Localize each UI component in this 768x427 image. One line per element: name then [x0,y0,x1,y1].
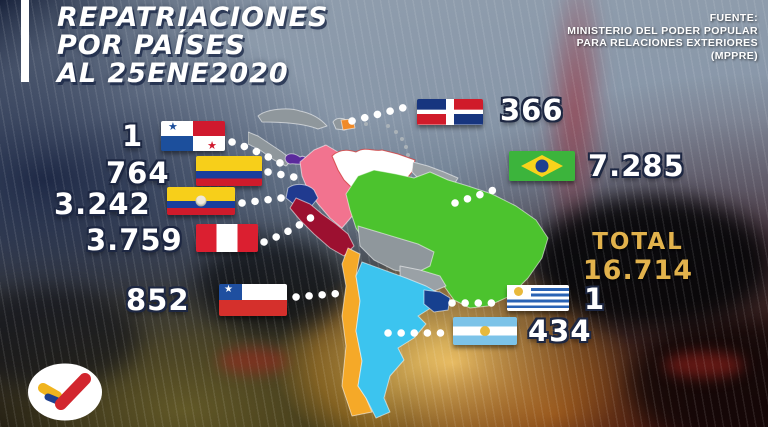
title-line-1: REPATRIACIONES [57,2,329,33]
value-chile: 852 [126,283,190,317]
value-argentina: 434 [528,314,592,348]
total-label: TOTAL [592,229,684,255]
title-line-3: AL 25ENE2020 [57,58,289,89]
chile-flag [219,284,287,316]
source-line-1: FUENTE: [709,12,758,24]
red-blur-mark [664,352,744,378]
argentina-flag [453,317,517,345]
value-ecuador: 3.242 [54,187,151,221]
peru-flag [196,224,258,252]
total-value: 16.714 [582,255,694,286]
value-peru: 3.759 [86,223,183,257]
ecuador-flag [167,187,235,215]
uruguay-flag [507,285,569,311]
venezuela-check-logo-icon [28,363,102,421]
source-attribution: FUENTE: MINISTERIO DEL PODER POPULAR PAR… [567,12,758,62]
brazil-flag [509,151,575,181]
total-dark-backdrop [532,196,768,328]
page-title: REPATRIACIONES POR PAÍSES AL 25ENE2020 [57,4,328,88]
value-colombia: 764 [106,156,170,190]
panama-flag [161,120,225,152]
value-dominican-republic: 366 [500,93,564,127]
value-panama: 1 [122,119,144,153]
source-line-2: MINISTERIO DEL PODER POPULAR [567,24,758,37]
dominican-republic-flag [417,99,483,125]
source-line-3: PARA RELACIONES EXTERIORES [576,37,758,49]
source-line-4: (MPPRE) [710,49,758,62]
value-brazil: 7.285 [588,149,685,183]
red-blur-mark [218,348,288,374]
title-accent-bar [21,0,29,82]
total-badge: TOTAL 16.714 [563,229,713,286]
title-line-2: POR PAÍSES [57,30,246,61]
colombia-flag [196,156,262,186]
value-uruguay: 1 [584,282,606,316]
